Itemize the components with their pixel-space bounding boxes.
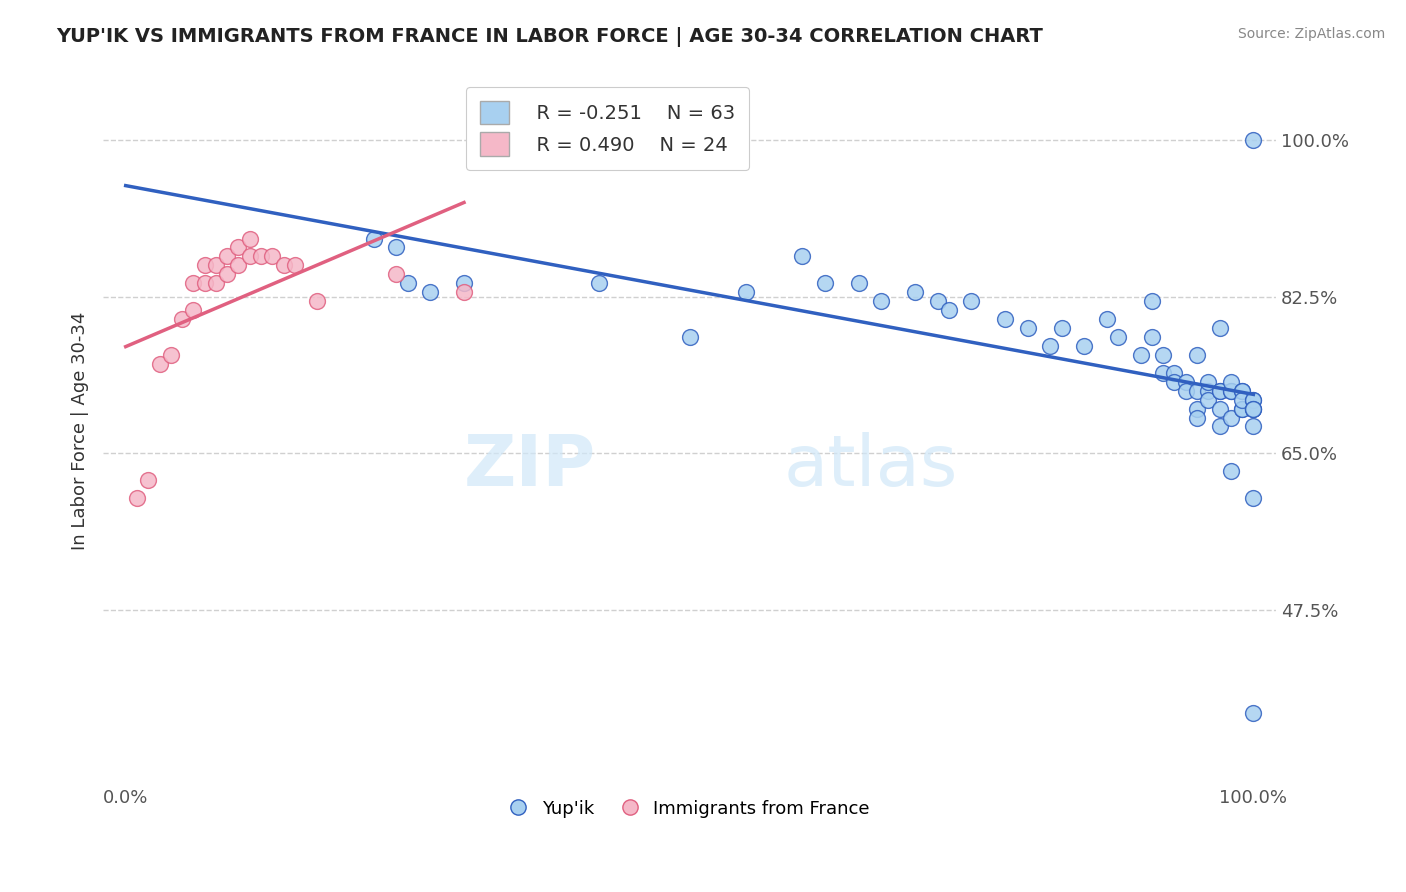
Text: ZIP: ZIP: [464, 432, 596, 500]
Point: [1107, 330, 1129, 344]
Point: [125, 491, 148, 505]
Point: [1208, 321, 1230, 335]
Point: [1174, 384, 1197, 398]
Point: [1197, 384, 1219, 398]
Point: [1163, 375, 1185, 389]
Point: [1219, 375, 1241, 389]
Point: [1129, 348, 1152, 362]
Point: [1185, 348, 1208, 362]
Point: [453, 277, 475, 291]
Y-axis label: In Labor Force | Age 30-34: In Labor Force | Age 30-34: [72, 311, 89, 550]
Point: [994, 312, 1017, 326]
Point: [848, 277, 870, 291]
Point: [194, 259, 217, 273]
Point: [1140, 330, 1163, 344]
Point: [1230, 384, 1253, 398]
Point: [217, 268, 239, 282]
Point: [262, 249, 284, 263]
Point: [904, 285, 927, 300]
Point: [1185, 401, 1208, 416]
Point: [385, 268, 408, 282]
Point: [148, 357, 170, 371]
Point: [1230, 401, 1253, 416]
Point: [183, 303, 205, 318]
Point: [419, 285, 441, 300]
Point: [183, 277, 205, 291]
Point: [588, 277, 610, 291]
Point: [239, 231, 262, 245]
Point: [1197, 375, 1219, 389]
Point: [1095, 312, 1118, 326]
Point: [1152, 366, 1174, 380]
Point: [1208, 384, 1230, 398]
Point: [284, 259, 307, 273]
Point: [228, 259, 250, 273]
Point: [1208, 401, 1230, 416]
Point: [136, 473, 159, 487]
Point: [1241, 491, 1264, 505]
Point: [1241, 392, 1264, 407]
Point: [273, 259, 295, 273]
Point: [1230, 384, 1253, 398]
Point: [1219, 384, 1241, 398]
Point: [170, 312, 193, 326]
Point: [1185, 384, 1208, 398]
Point: [159, 348, 181, 362]
Point: [792, 249, 814, 263]
Point: [1219, 464, 1241, 478]
Point: [307, 294, 329, 309]
Point: [1163, 366, 1185, 380]
Point: [194, 277, 217, 291]
Point: [1241, 401, 1264, 416]
Point: [1208, 384, 1230, 398]
Point: [678, 330, 700, 344]
Point: [1219, 384, 1241, 398]
Point: [1140, 294, 1163, 309]
Point: [228, 240, 250, 254]
Point: [1039, 339, 1062, 353]
Point: [1230, 401, 1253, 416]
Text: Source: ZipAtlas.com: Source: ZipAtlas.com: [1237, 27, 1385, 41]
Text: YUP'IK VS IMMIGRANTS FROM FRANCE IN LABOR FORCE | AGE 30-34 CORRELATION CHART: YUP'IK VS IMMIGRANTS FROM FRANCE IN LABO…: [56, 27, 1043, 46]
Point: [1174, 375, 1197, 389]
Point: [1152, 348, 1174, 362]
Point: [453, 285, 475, 300]
Point: [1241, 133, 1264, 147]
Point: [1241, 392, 1264, 407]
Point: [1241, 401, 1264, 416]
Point: [205, 259, 228, 273]
Point: [1073, 339, 1095, 353]
Point: [217, 249, 239, 263]
Legend: Yup'ik, Immigrants from France: Yup'ik, Immigrants from France: [502, 792, 877, 825]
Point: [1241, 419, 1264, 434]
Point: [1208, 419, 1230, 434]
Point: [396, 277, 419, 291]
Point: [927, 294, 949, 309]
Point: [938, 303, 960, 318]
Point: [814, 277, 837, 291]
Point: [1230, 392, 1253, 407]
Point: [1219, 410, 1241, 425]
Point: [1241, 706, 1264, 720]
Point: [1241, 401, 1264, 416]
Point: [250, 249, 273, 263]
Point: [1197, 392, 1219, 407]
Point: [735, 285, 758, 300]
Point: [205, 277, 228, 291]
Point: [239, 249, 262, 263]
Point: [870, 294, 893, 309]
Point: [960, 294, 983, 309]
Point: [1185, 410, 1208, 425]
Point: [1050, 321, 1073, 335]
Point: [1017, 321, 1039, 335]
Text: atlas: atlas: [783, 432, 957, 500]
Point: [385, 240, 408, 254]
Point: [363, 231, 385, 245]
